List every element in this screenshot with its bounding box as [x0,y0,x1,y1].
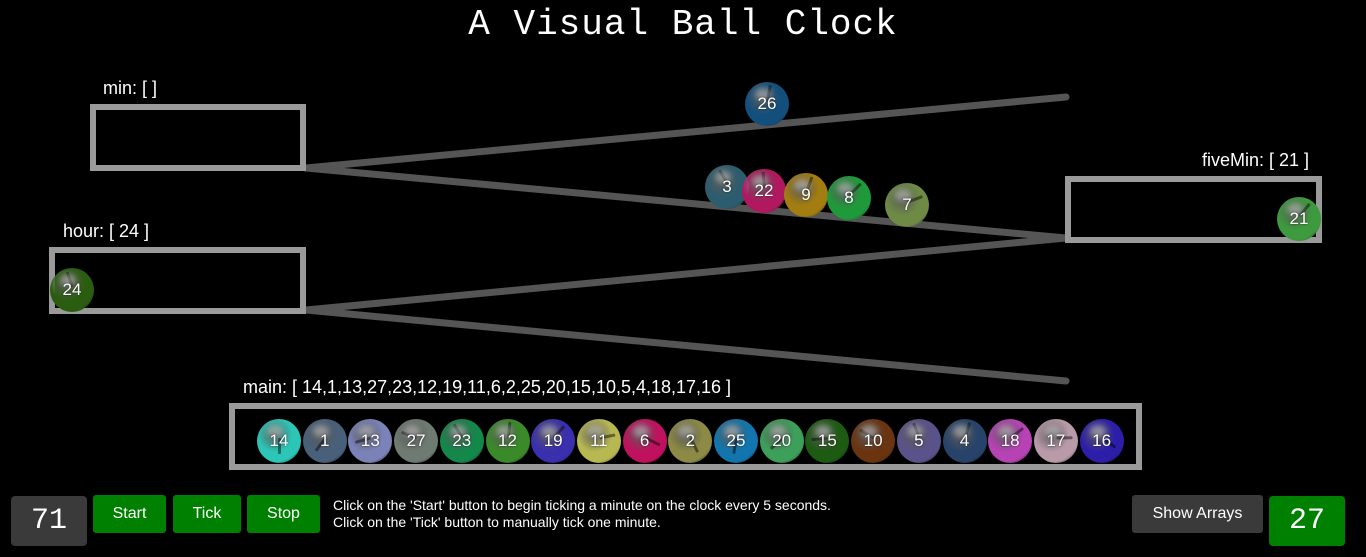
ball-22: 22 [742,169,786,213]
ball-9: 9 [784,173,828,217]
minute-counter: 71 [11,496,87,546]
ball-23: 23 [439,419,484,463]
ball-18: 18 [988,419,1033,463]
ball-count: 27 [1269,496,1345,546]
ball-10: 10 [851,419,896,463]
tick-button[interactable]: Tick [173,495,241,533]
ball-number: 12 [498,431,517,450]
ball-21: 21 [1277,197,1321,241]
ball-14: 14 [257,419,301,463]
rail-min-top [302,93,1070,172]
ball-number: 22 [754,181,774,200]
control-bar: 71 Start Tick Stop Click on the 'Start' … [0,490,1366,557]
ball-27: 27 [394,419,439,463]
ball-2: 2 [668,419,713,463]
ball-15: 15 [805,419,850,463]
ball-number: 9 [801,185,811,204]
show-arrays-button[interactable]: Show Arrays [1132,495,1263,533]
ball-11: 11 [576,419,621,463]
rail-hour-down [302,306,1070,385]
ball-6: 6 [622,419,667,463]
ball-17: 17 [1033,419,1078,463]
ball-number: 19 [543,431,563,450]
ball-16: 16 [1079,419,1124,463]
ball-number: 8 [844,188,854,207]
rail-min-down [302,164,1070,242]
ball-number: 16 [1092,431,1112,450]
instruction-tick: Click on the 'Tick' button to manually t… [333,514,661,530]
ball-number: 2 [685,431,696,450]
ball-number: 24 [62,280,82,299]
main-box [229,403,1142,470]
ball-number: 5 [914,431,924,450]
hour-label: hour: [ 24 ] [63,221,150,241]
ball-number: 14 [269,431,289,450]
ball-8: 8 [827,176,871,220]
ball-number: 11 [590,431,608,450]
rail-hour-up [302,234,1070,314]
ball-19: 19 [531,419,576,463]
stop-button[interactable]: Stop [247,495,320,533]
ball-number: 7 [902,195,912,214]
min-label: min: [ ] [103,78,158,98]
ball-number: 21 [1289,209,1309,228]
ball-3: 3 [705,165,749,209]
ball-number: 17 [1046,431,1066,450]
ball-1: 1 [302,419,347,463]
ball-number: 18 [1000,431,1020,450]
ball-25: 25 [714,419,758,463]
ball-5: 5 [896,419,941,463]
instruction-start: Click on the 'Start' button to begin tic… [333,497,831,513]
fivemin-label: fiveMin: [ 21 ] [1202,150,1310,170]
ball-number: 13 [360,431,380,450]
clock-stage: min: [ ] hour: [ 24 ] fiveMin: [ 21 ] ma… [49,78,1322,470]
ball-number: 4 [959,431,970,450]
ball-number: 20 [772,431,792,450]
ball-24: 24 [50,268,94,312]
page-title: A Visual Ball Clock [468,4,898,45]
ball-26: 26 [745,82,789,126]
ball-20: 20 [759,419,804,463]
ball-number: 3 [722,177,732,196]
ball-number: 27 [406,431,426,450]
ball-number: 25 [726,431,746,450]
ball-13: 13 [348,419,393,463]
ball-number: 23 [452,431,472,450]
min-box [90,104,306,171]
ball-7: 7 [885,183,929,227]
ball-number: 26 [757,94,777,113]
ball-12: 12 [485,419,530,463]
ball-number: 15 [817,431,837,450]
clock-tracks [49,93,1322,470]
start-button[interactable]: Start [93,495,166,533]
main-label: main: [ 14,1,13,27,23,12,19,11,6,2,25,20… [243,377,732,397]
ball-number: 10 [863,431,883,450]
ball-4: 4 [942,419,987,463]
ball-number: 1 [319,431,330,450]
ball-number: 6 [639,431,650,450]
